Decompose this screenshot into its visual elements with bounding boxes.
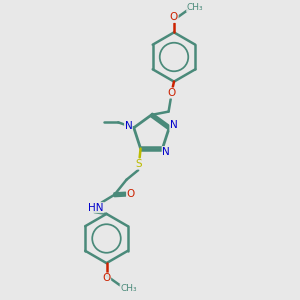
Text: O: O [102, 273, 111, 283]
Text: N: N [124, 121, 132, 131]
Text: CH₃: CH₃ [120, 284, 137, 293]
Text: S: S [136, 159, 142, 169]
Text: O: O [127, 189, 135, 199]
Text: N: N [162, 146, 170, 157]
Text: O: O [167, 88, 176, 98]
Text: N: N [170, 120, 178, 130]
Text: O: O [170, 12, 178, 22]
Text: HN: HN [88, 202, 104, 213]
Text: CH₃: CH₃ [187, 3, 203, 12]
